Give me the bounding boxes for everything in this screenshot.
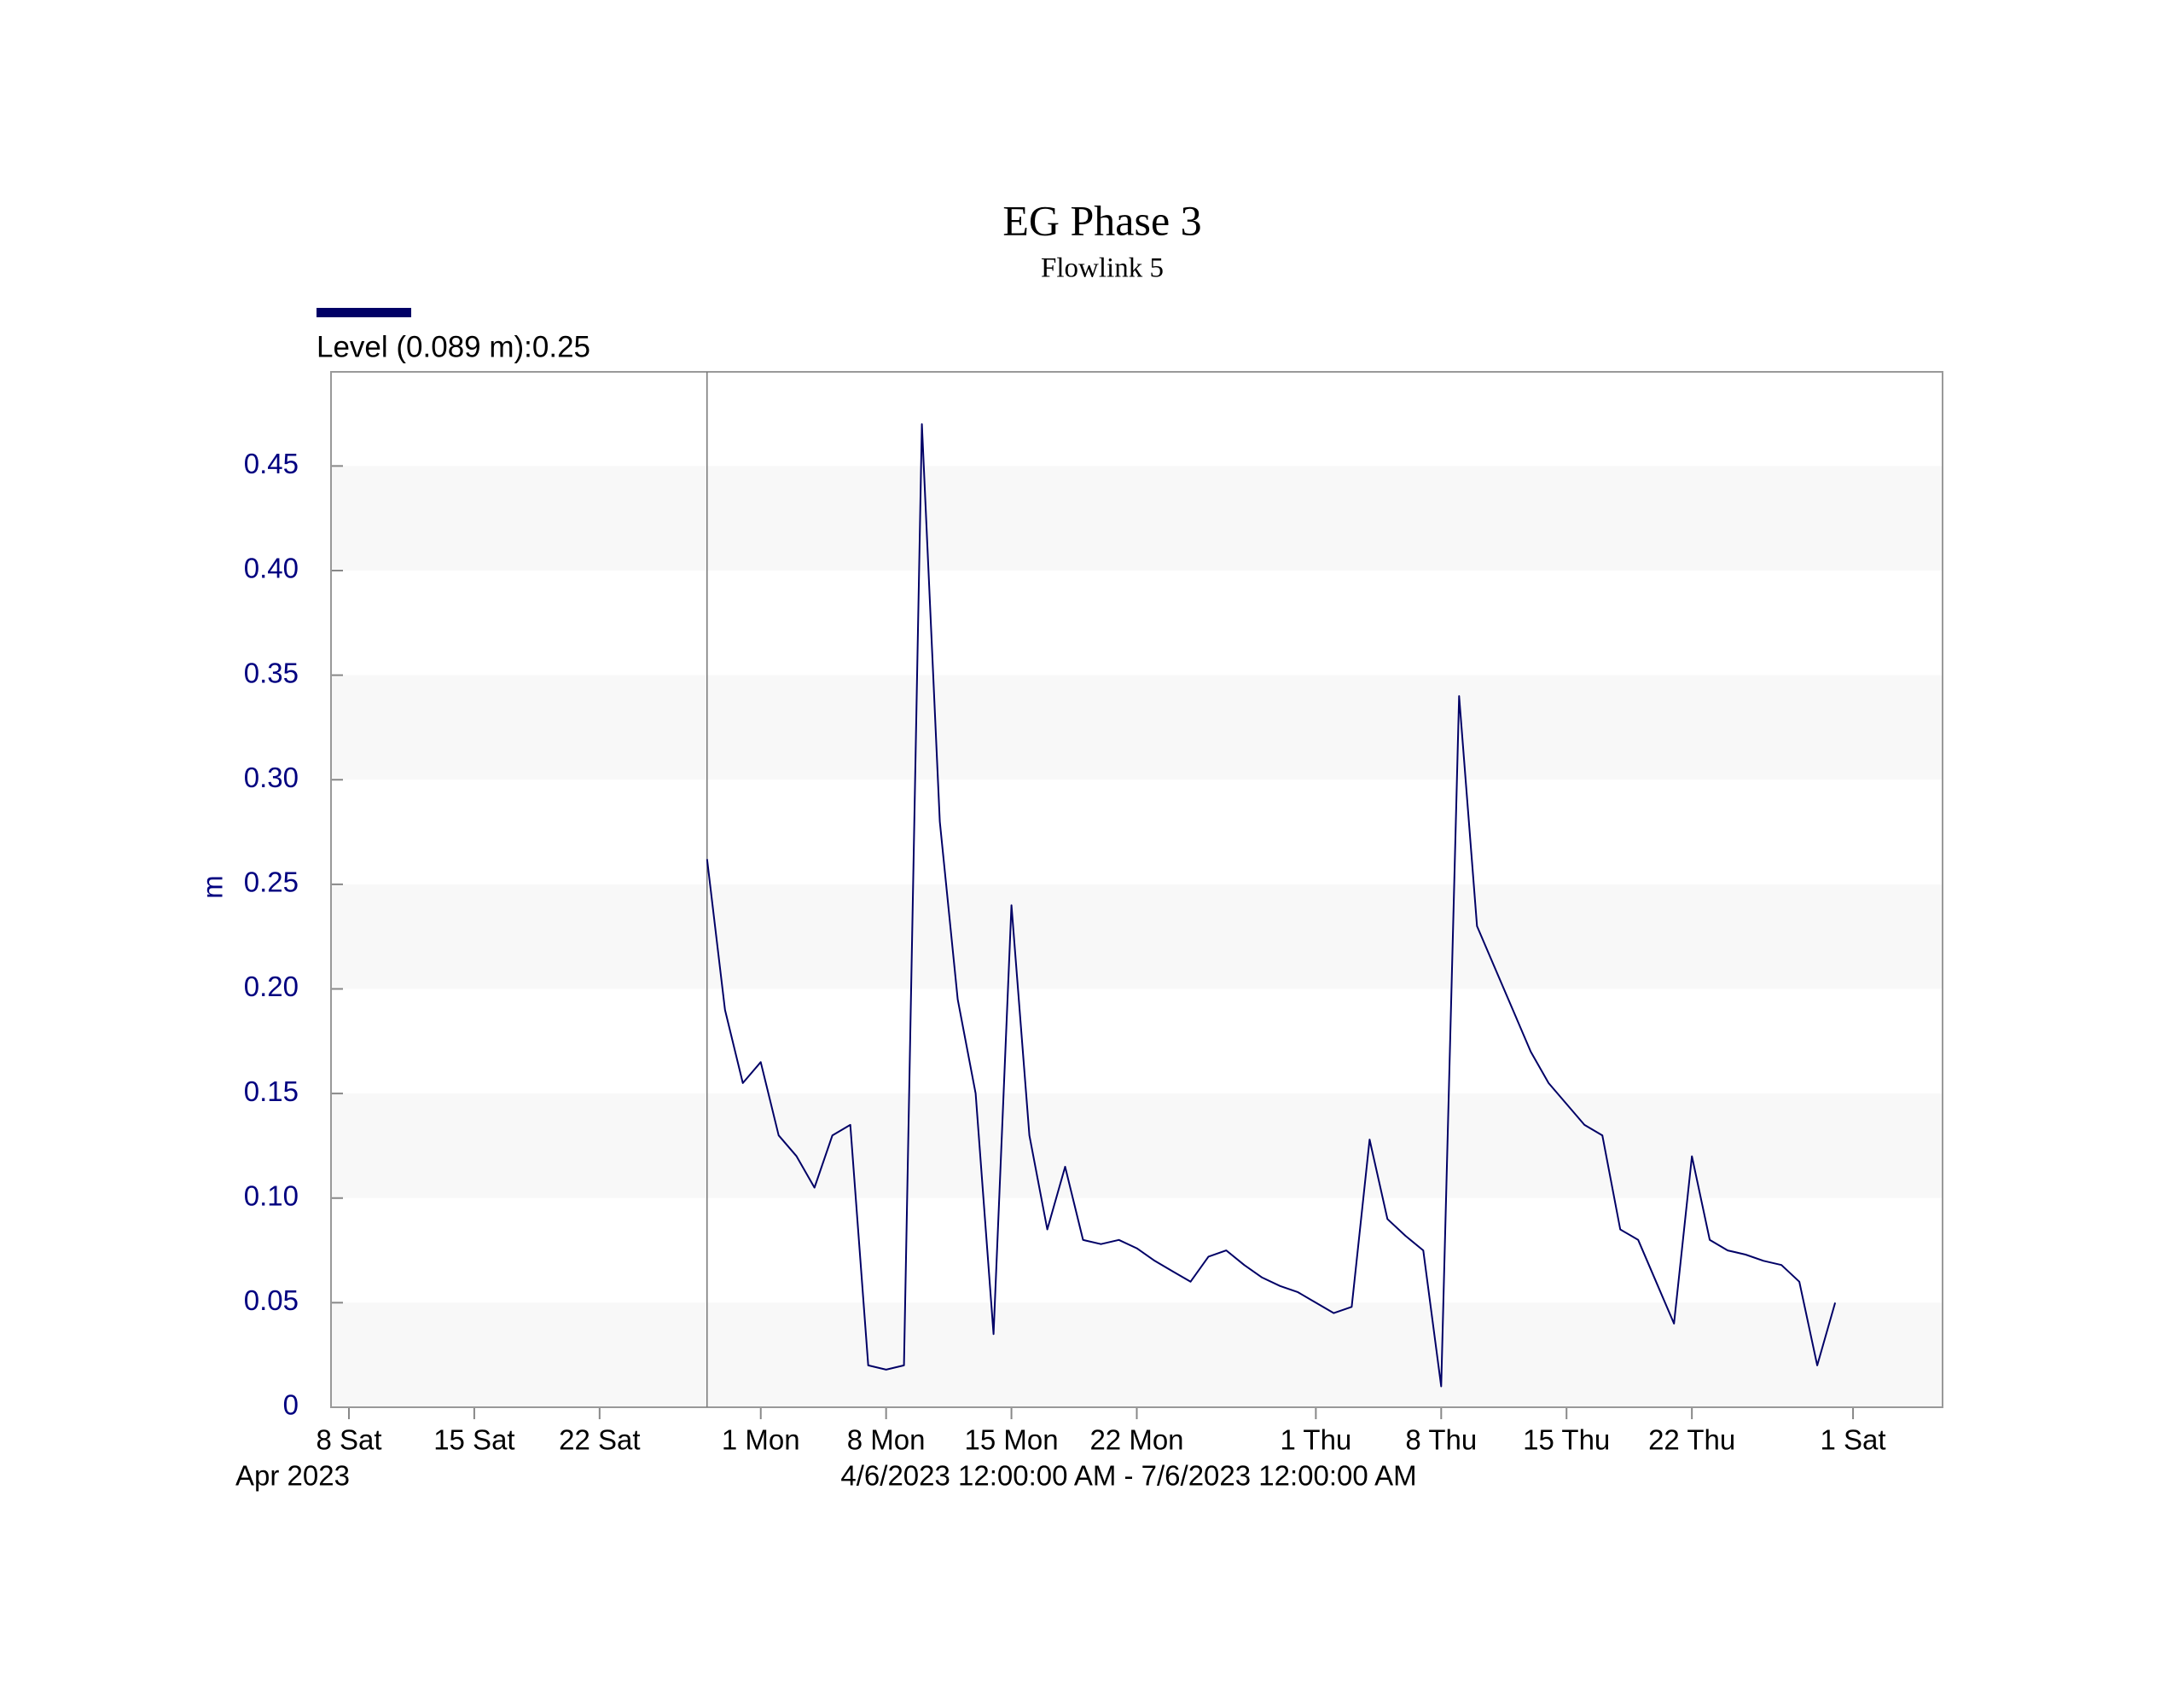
x-tick-label: 1 Mon bbox=[722, 1424, 800, 1456]
y-tick-label: 0.25 bbox=[244, 867, 299, 898]
chart-subtitle: Flowlink 5 bbox=[1041, 253, 1164, 284]
x-tick-label: 1 Thu bbox=[1280, 1424, 1351, 1456]
grid-band bbox=[331, 1093, 1943, 1198]
x-tick-label: 15 Sat bbox=[433, 1424, 514, 1456]
plot-frame bbox=[330, 371, 1943, 1408]
legend-swatch bbox=[317, 308, 411, 317]
grid-band bbox=[331, 675, 1943, 780]
legend-label: Level (0.089 m):0.25 bbox=[317, 330, 590, 363]
x-tick-label: 8 Sat bbox=[316, 1424, 381, 1456]
x-tick-label: 15 Thu bbox=[1523, 1424, 1610, 1456]
y-tick-label: 0 bbox=[283, 1389, 299, 1421]
y-tick-label: 0.35 bbox=[244, 657, 299, 688]
y-axis-label: m bbox=[197, 875, 229, 899]
data-line bbox=[706, 423, 1837, 1388]
chart-title: EG Phase 3 bbox=[1002, 196, 1201, 244]
x-axis-label: 4/6/2023 12:00:00 AM - 7/6/2023 12:00:00… bbox=[840, 1460, 1416, 1492]
x-tick-label: 8 Thu bbox=[1405, 1424, 1477, 1456]
grid-band bbox=[331, 466, 1943, 571]
y-tick-label: 0.30 bbox=[244, 762, 299, 793]
x-tick-label: 22 Thu bbox=[1648, 1424, 1735, 1456]
y-tick-label: 0.20 bbox=[244, 971, 299, 1002]
x-tick-label: 15 Mon bbox=[965, 1424, 1059, 1456]
y-tick-label: 0.10 bbox=[244, 1180, 299, 1211]
x-axis-secondary-label: Apr 2023 bbox=[235, 1460, 350, 1492]
y-tick-label: 0.45 bbox=[244, 448, 299, 479]
x-tick-label: 1 Sat bbox=[1821, 1424, 1886, 1456]
y-tick-label: 0.15 bbox=[244, 1075, 299, 1107]
x-tick-label: 8 Mon bbox=[847, 1424, 926, 1456]
x-tick-label: 22 Mon bbox=[1089, 1424, 1183, 1456]
y-tick-label: 0.05 bbox=[244, 1284, 299, 1316]
grid-band bbox=[331, 1302, 1943, 1407]
y-tick-label: 0.40 bbox=[244, 553, 299, 584]
x-tick-label: 22 Sat bbox=[559, 1424, 640, 1456]
grid-band bbox=[331, 884, 1943, 989]
